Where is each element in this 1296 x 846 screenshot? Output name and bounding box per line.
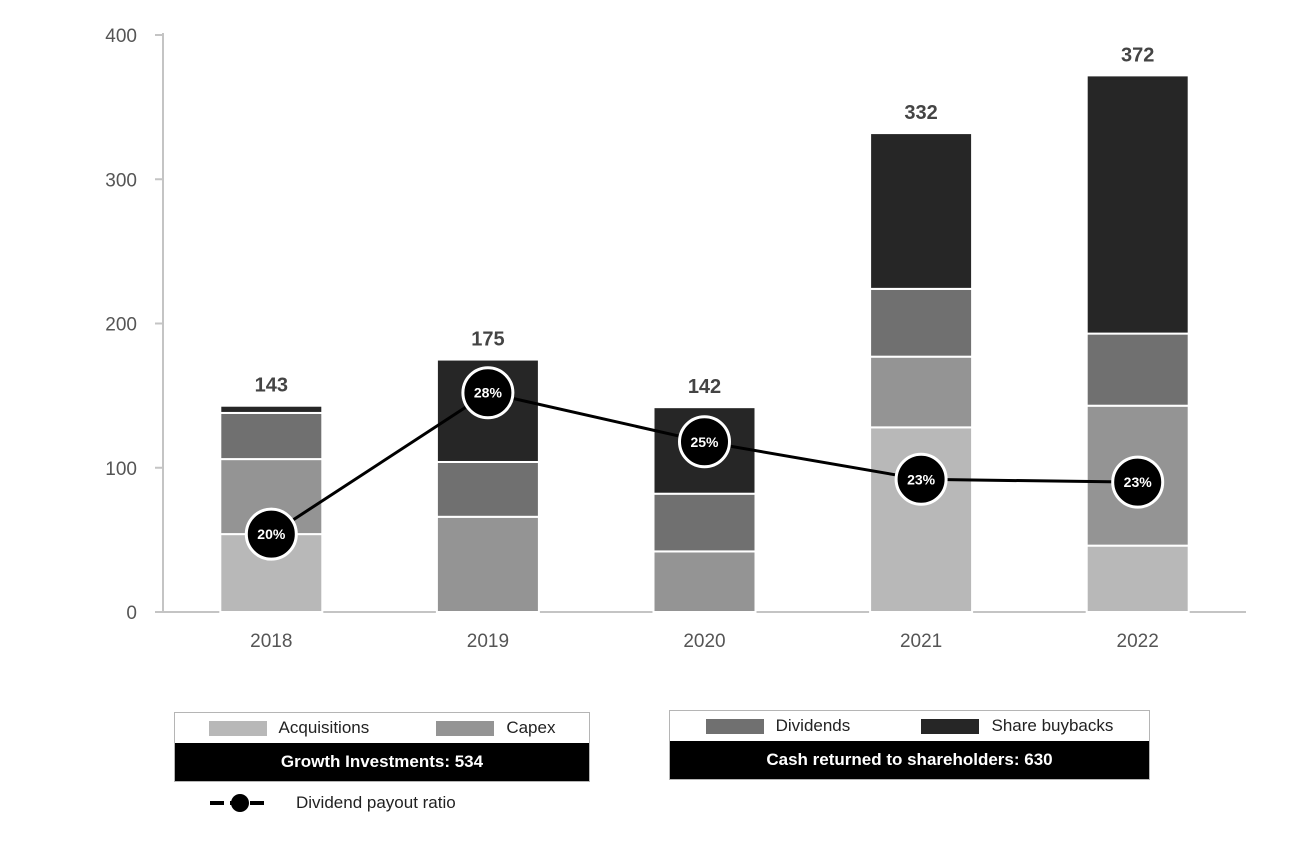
payout-ratio-label: 25% [690,434,719,450]
bar-share-buybacks [869,132,974,290]
axes: 0 100 200 300 400 2018 2019 2020 2021 2022 [105,26,1246,652]
bar-stacks [219,74,1190,614]
x-tick-label: 2018 [250,631,292,652]
bar-total-label: 143 [255,375,288,397]
cash-returned-total: Cash returned to shareholders: 630 [670,741,1149,779]
bar-capex [869,355,974,429]
legend-item-acquisitions: Acquisitions [208,718,370,738]
legend-item-dividends: Dividends [705,716,851,736]
bar-capex [652,550,757,613]
payout-ratio-label: 28% [474,385,503,401]
bar-total-label: 142 [688,376,721,398]
capex-swatch [436,720,495,736]
payout-ratio-line: 20% 28% 25% 23% 23% [244,366,1165,561]
stacked-bar-chart: 0 100 200 300 400 2018 2019 2020 2021 2022 143 175… [105,26,1246,652]
x-tick-label: 2019 [467,631,509,652]
bar-share-buybacks [1085,74,1190,335]
payout-ratio-point [678,415,731,469]
legend-label-acquisitions: Acquisitions [278,718,370,737]
bar-total-label: 175 [471,329,504,351]
payout-ratio-label: 23% [1124,474,1153,490]
x-tick-label: 2021 [900,631,942,652]
y-tick-label: 300 [105,170,137,191]
legend-item-buybacks: Share buybacks [921,716,1113,736]
y-tick-label: 400 [105,26,137,47]
line-dot-marker-icon [210,794,270,812]
legend-label-buybacks: Share buybacks [991,716,1114,735]
bar-dividends [435,460,540,518]
bar-dividends [1085,332,1190,407]
buybacks-swatch [921,718,980,734]
payout-ratio-point [244,507,298,561]
growth-investments-total: Growth Investments: 534 [175,743,589,781]
payout-ratio-label: 20% [257,526,286,542]
growth-legend-items: Acquisitions Capex [175,713,589,743]
acquisitions-swatch [208,720,267,736]
bar-total-label: 332 [904,102,937,124]
y-tick-label: 200 [105,315,137,336]
legend-label-payout-ratio: Dividend payout ratio [296,793,456,812]
x-tick-label: 2020 [683,631,725,652]
bar-dividends [219,411,324,461]
bar-capex [435,515,540,613]
bar-share-buybacks [219,404,324,414]
legend-label-capex: Capex [506,718,556,737]
bar-dividends [652,492,757,553]
payout-ratio-point [461,366,515,420]
payout-ratio-label: 23% [907,471,936,487]
y-tick-label: 100 [105,459,137,480]
cash-returned-legend: Dividends Share buybacks Cash returned t… [669,710,1150,780]
growth-investments-legend: Acquisitions Capex Growth Investments: 5… [174,712,590,782]
cash-legend-items: Dividends Share buybacks [670,711,1149,741]
bar-acquisitions [1085,544,1190,614]
payout-ratio-point [894,452,948,506]
payout-ratio-point [1111,455,1165,509]
x-tick-label: 2022 [1117,631,1159,652]
legend-item-capex: Capex [436,718,555,738]
legend-label-dividends: Dividends [775,716,851,735]
legend-item-payout-ratio: Dividend payout ratio [208,792,456,814]
y-tick-label: 0 [126,603,137,624]
bar-dividends [869,287,974,358]
total-labels: 143 175 142 332 372 [255,44,1155,398]
bar-total-label: 372 [1121,44,1154,66]
dividends-swatch [705,718,764,734]
